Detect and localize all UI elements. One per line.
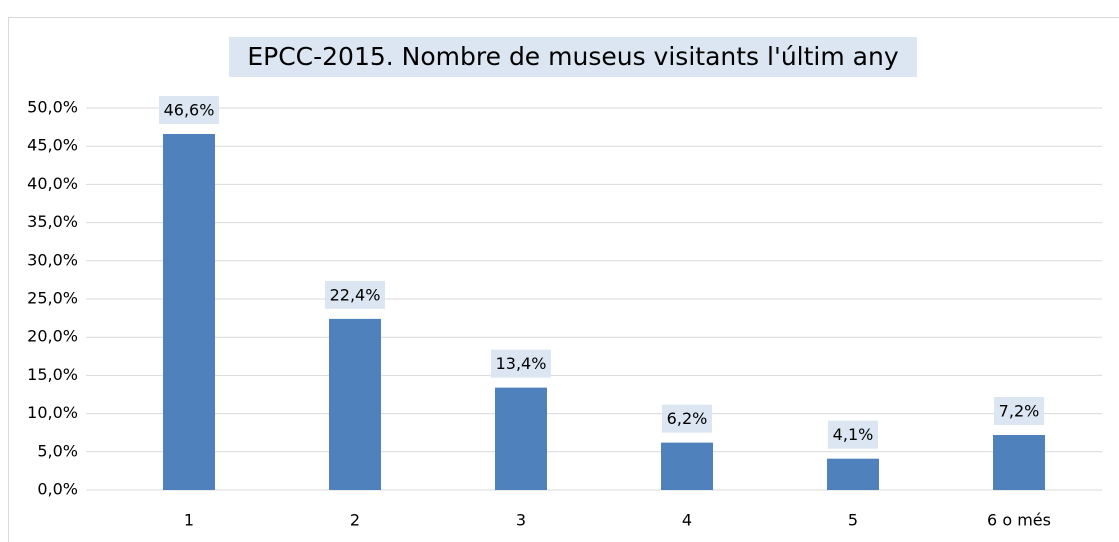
- y-tick-label: 35,0%: [27, 212, 78, 231]
- value-label-box: [662, 404, 712, 433]
- value-label-box: [828, 420, 878, 449]
- x-tick-label: 1: [184, 511, 194, 530]
- value-label-box: [159, 95, 219, 124]
- y-tick-label: 20,0%: [27, 327, 78, 346]
- chart-title: EPCC-2015. Nombre de museus visitants l'…: [247, 42, 898, 71]
- y-tick-label: 50,0%: [27, 98, 78, 117]
- x-tick-label: 5: [848, 511, 858, 530]
- x-tick-label: 4: [682, 511, 692, 530]
- bar: [329, 318, 381, 490]
- value-label-box: [325, 280, 385, 309]
- bar: [993, 434, 1045, 490]
- value-label: 4,1%: [833, 425, 874, 444]
- y-tick-label: 25,0%: [27, 289, 78, 308]
- y-tick-label: 45,0%: [27, 136, 78, 155]
- y-tick-label: 5,0%: [37, 441, 78, 460]
- title-box: [229, 37, 917, 77]
- y-tick-label: 15,0%: [27, 365, 78, 384]
- bar: [661, 442, 713, 490]
- bar: [163, 133, 215, 490]
- value-label: 7,2%: [999, 401, 1040, 420]
- y-tick-label: 0,0%: [37, 480, 78, 499]
- value-label-box: [491, 349, 551, 378]
- x-tick-label: 6 o més: [987, 511, 1051, 530]
- bar: [495, 387, 547, 490]
- x-tick-label: 3: [516, 511, 526, 530]
- bar: [827, 458, 879, 490]
- x-tick-label: 2: [350, 511, 360, 530]
- value-label-box: [994, 396, 1044, 425]
- value-label: 13,4%: [496, 354, 547, 373]
- y-tick-label: 10,0%: [27, 403, 78, 422]
- value-label: 46,6%: [164, 100, 215, 119]
- y-tick-label: 30,0%: [27, 250, 78, 269]
- y-tick-label: 40,0%: [27, 174, 78, 193]
- value-label: 6,2%: [667, 409, 708, 428]
- value-label: 22,4%: [330, 285, 381, 304]
- chart-frame: [8, 17, 1119, 542]
